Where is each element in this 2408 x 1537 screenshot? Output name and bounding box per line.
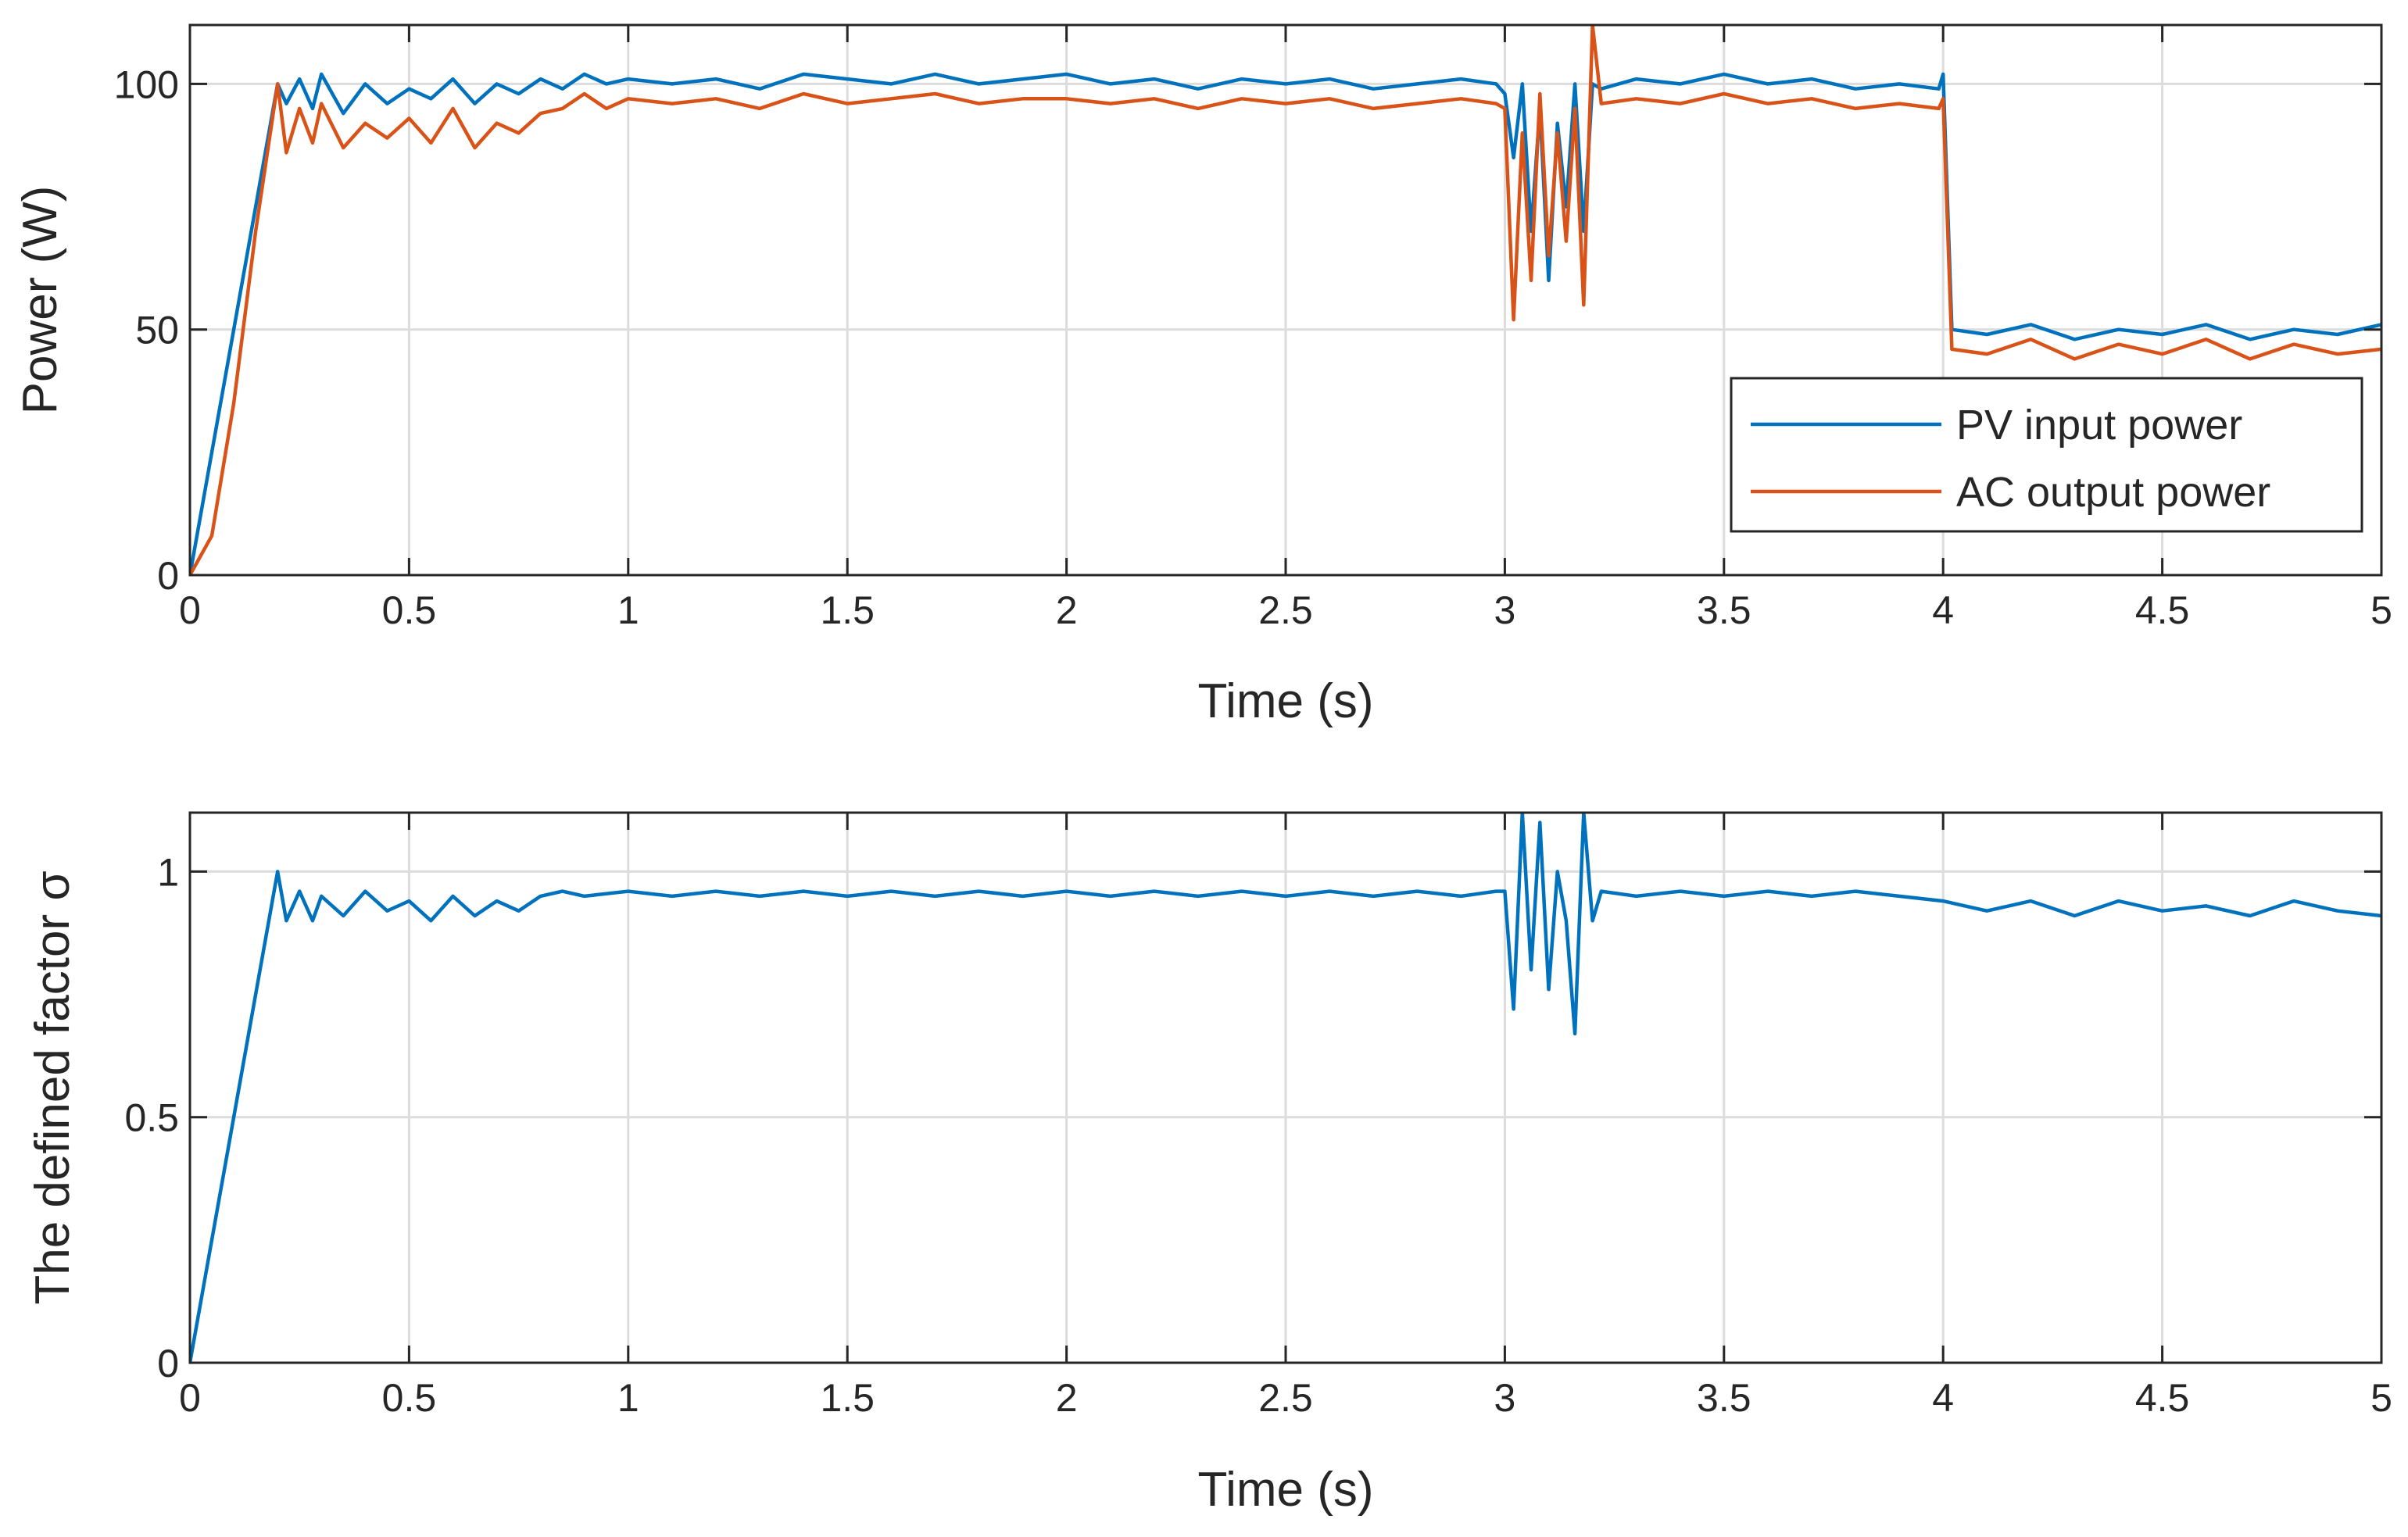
y-tick-label: 50 [135, 309, 179, 352]
series-line- [190, 813, 2381, 1363]
x-tick-label: 2 [1056, 1376, 1078, 1420]
power-legend-box [1730, 377, 2363, 533]
series-line-ac-output-power [190, 25, 2381, 575]
x-tick-label: 0.5 [382, 1376, 437, 1420]
sigma-plot-x-axis-label: Time (s) [1198, 1463, 1374, 1517]
x-tick-label: 1.5 [820, 588, 875, 632]
y-tick-label: 100 [114, 63, 179, 106]
series-line-pv-input-power [190, 72, 2381, 575]
x-tick-label: 1.5 [820, 1376, 875, 1420]
power-plot-y-axis-label: Power (W) [13, 186, 67, 415]
x-tick-label: 3.5 [1697, 1376, 1751, 1420]
power-plot-series [190, 25, 2381, 575]
x-tick-label: 2.5 [1258, 588, 1313, 632]
x-tick-label: 4.5 [2135, 588, 2190, 632]
x-tick-label: 1 [617, 1376, 639, 1420]
x-tick-label: 4.5 [2135, 1376, 2190, 1420]
sigma-plot-grid [190, 813, 2381, 1363]
legend-label-ac-output-power: AC output power [1956, 469, 2270, 516]
y-tick-label: 0 [157, 1342, 179, 1385]
y-tick-label: 0 [157, 554, 179, 598]
x-tick-label: 2 [1056, 588, 1078, 632]
x-tick-label: 4 [1932, 1376, 1954, 1420]
x-tick-label: 2.5 [1258, 1376, 1313, 1420]
x-tick-label: 3 [1494, 588, 1515, 632]
x-tick-label: 0.5 [382, 588, 437, 632]
x-tick-label: 3 [1494, 1376, 1515, 1420]
x-tick-label: 5 [2370, 588, 2392, 632]
x-tick-label: 4 [1932, 588, 1954, 632]
x-tick-label: 0 [179, 1376, 201, 1420]
x-tick-label: 3.5 [1697, 588, 1751, 632]
y-tick-label: 0.5 [124, 1096, 179, 1140]
x-tick-label: 0 [179, 588, 201, 632]
sigma-plot-y-axis-label: The defined factor σ [26, 870, 80, 1304]
power-plot-x-axis-label: Time (s) [1198, 674, 1374, 728]
x-tick-label: 1 [617, 588, 639, 632]
sigma-plot-series [190, 813, 2381, 1363]
sigma-plot-ticks: 0 0.5 1 1.5 2 2.5 3 3.5 4 4.5 5 0 0.5 1 [124, 813, 2392, 1420]
x-tick-label: 5 [2370, 1376, 2392, 1420]
legend-label-pv-input-power: PV input power [1956, 402, 2242, 449]
sigma-plot: 0 0.5 1 1.5 2 2.5 3 3.5 4 4.5 5 0 0.5 1 Time (s) The … [26, 811, 2392, 1517]
y-tick-label: 1 [157, 850, 179, 894]
power-legend: PV input power AC output power [1730, 377, 2363, 533]
